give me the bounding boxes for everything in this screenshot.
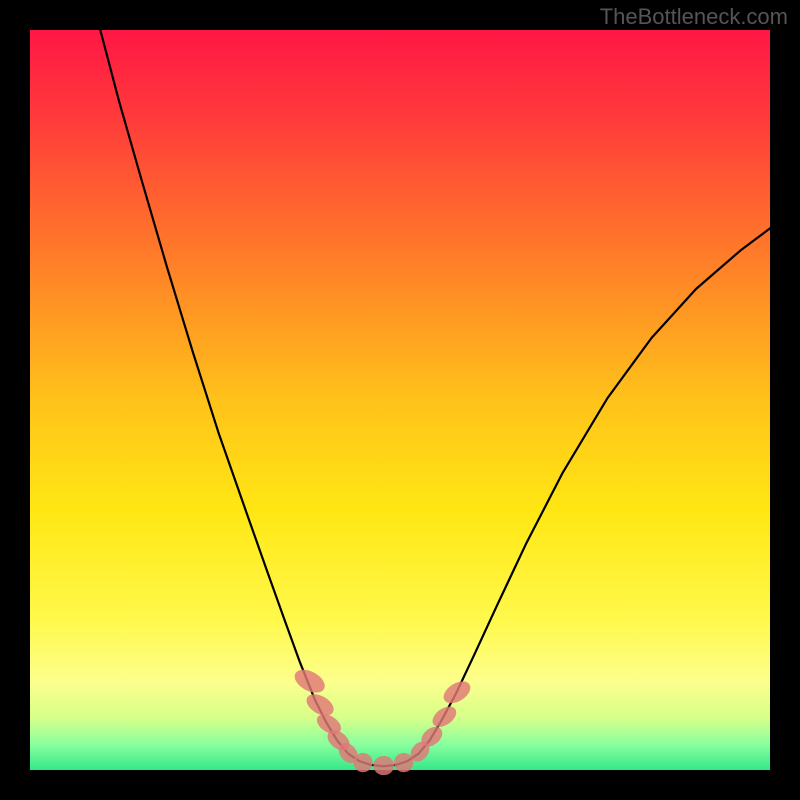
plot-background — [30, 30, 770, 770]
curve-marker — [394, 753, 413, 772]
watermark-text: TheBottleneck.com — [600, 4, 788, 30]
bottleneck-chart — [0, 0, 800, 800]
curve-marker — [373, 756, 394, 775]
curve-marker — [353, 753, 372, 772]
